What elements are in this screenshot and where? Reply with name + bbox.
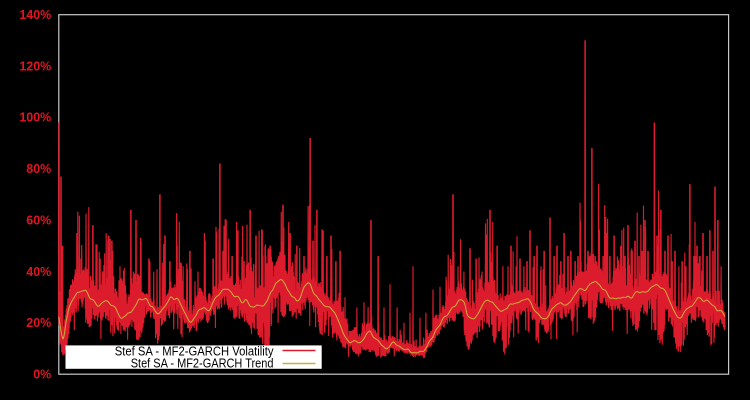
svg-text:80%: 80% bbox=[26, 162, 51, 176]
svg-text:120%: 120% bbox=[19, 59, 51, 73]
svg-text:40%: 40% bbox=[26, 265, 51, 279]
svg-text:140%: 140% bbox=[19, 8, 51, 22]
svg-text:100%: 100% bbox=[19, 111, 51, 125]
svg-text:Stef SA - MF2-GARCH Trend: Stef SA - MF2-GARCH Trend bbox=[131, 356, 274, 371]
svg-text:Stef SA - MF2-GARCH Volatility: Stef SA - MF2-GARCH Volatility bbox=[115, 343, 274, 358]
svg-text:60%: 60% bbox=[26, 213, 51, 227]
svg-text:20%: 20% bbox=[26, 316, 51, 330]
svg-text:0%: 0% bbox=[33, 368, 51, 382]
